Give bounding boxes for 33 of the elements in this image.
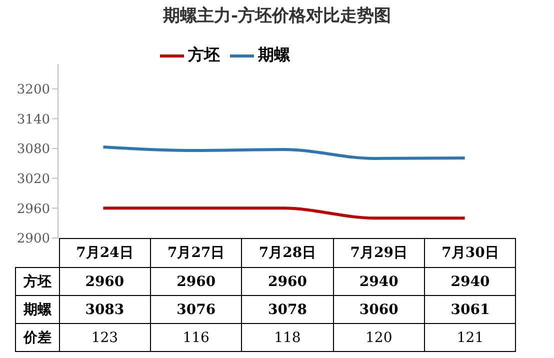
line-series — [102, 146, 466, 160]
data-label: 2940 — [424, 268, 516, 296]
y-tick-label: 3200 — [16, 82, 50, 98]
data-label: 3078 — [242, 296, 334, 324]
y-tick-label: 3080 — [16, 142, 50, 158]
y-tick-label: 3020 — [16, 172, 50, 187]
y-tick-label: 2900 — [16, 232, 50, 247]
data-label: 2960 — [59, 268, 150, 296]
x-tick-label: 7月28日 — [242, 238, 334, 268]
data-label: 2940 — [333, 268, 425, 296]
text: 价差 — [16, 324, 59, 352]
y-tick-label: 2960 — [16, 202, 50, 217]
data-label: 2960 — [150, 268, 242, 296]
text: 118 — [242, 324, 334, 352]
data-label: 3060 — [333, 296, 425, 324]
data-label: 3083 — [59, 296, 150, 324]
text: 123 — [59, 324, 150, 352]
text: 121 — [424, 324, 516, 352]
data-label: 2960 — [242, 268, 334, 296]
data-label: 3061 — [424, 296, 516, 324]
legend-label: 期螺 — [258, 45, 290, 64]
chart-title: 期螺主力-方坯价格对比走势图 — [162, 5, 392, 27]
text: 120 — [333, 324, 425, 352]
data-label: 3076 — [150, 296, 242, 324]
legend-label: 方坯 — [188, 45, 220, 64]
text: 方坯 — [23, 274, 52, 290]
x-tick-label: 7月30日 — [424, 238, 516, 268]
text: 期螺 — [23, 302, 52, 318]
x-tick-label: 7月27日 — [150, 238, 242, 268]
text: 116 — [150, 324, 242, 352]
y-tick-label: 3140 — [16, 112, 50, 128]
x-tick-label: 7月29日 — [333, 238, 425, 268]
x-tick-label: 7月24日 — [59, 238, 150, 268]
